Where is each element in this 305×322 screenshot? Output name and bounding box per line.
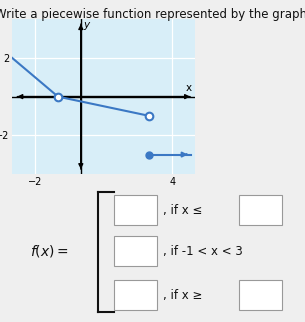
- Text: $f(x) =$: $f(x) =$: [30, 243, 69, 259]
- FancyBboxPatch shape: [114, 236, 157, 266]
- Text: y: y: [83, 20, 89, 30]
- FancyBboxPatch shape: [239, 195, 282, 225]
- Text: , if -1 < x < 3: , if -1 < x < 3: [163, 245, 243, 258]
- FancyBboxPatch shape: [114, 280, 157, 310]
- Text: , if x ≥: , if x ≥: [163, 289, 203, 302]
- Text: Write a piecewise function represented by the graph.: Write a piecewise function represented b…: [0, 8, 305, 21]
- FancyBboxPatch shape: [114, 195, 157, 225]
- Text: x: x: [185, 83, 192, 93]
- Text: , if x ≤: , if x ≤: [163, 204, 203, 217]
- FancyBboxPatch shape: [239, 280, 282, 310]
